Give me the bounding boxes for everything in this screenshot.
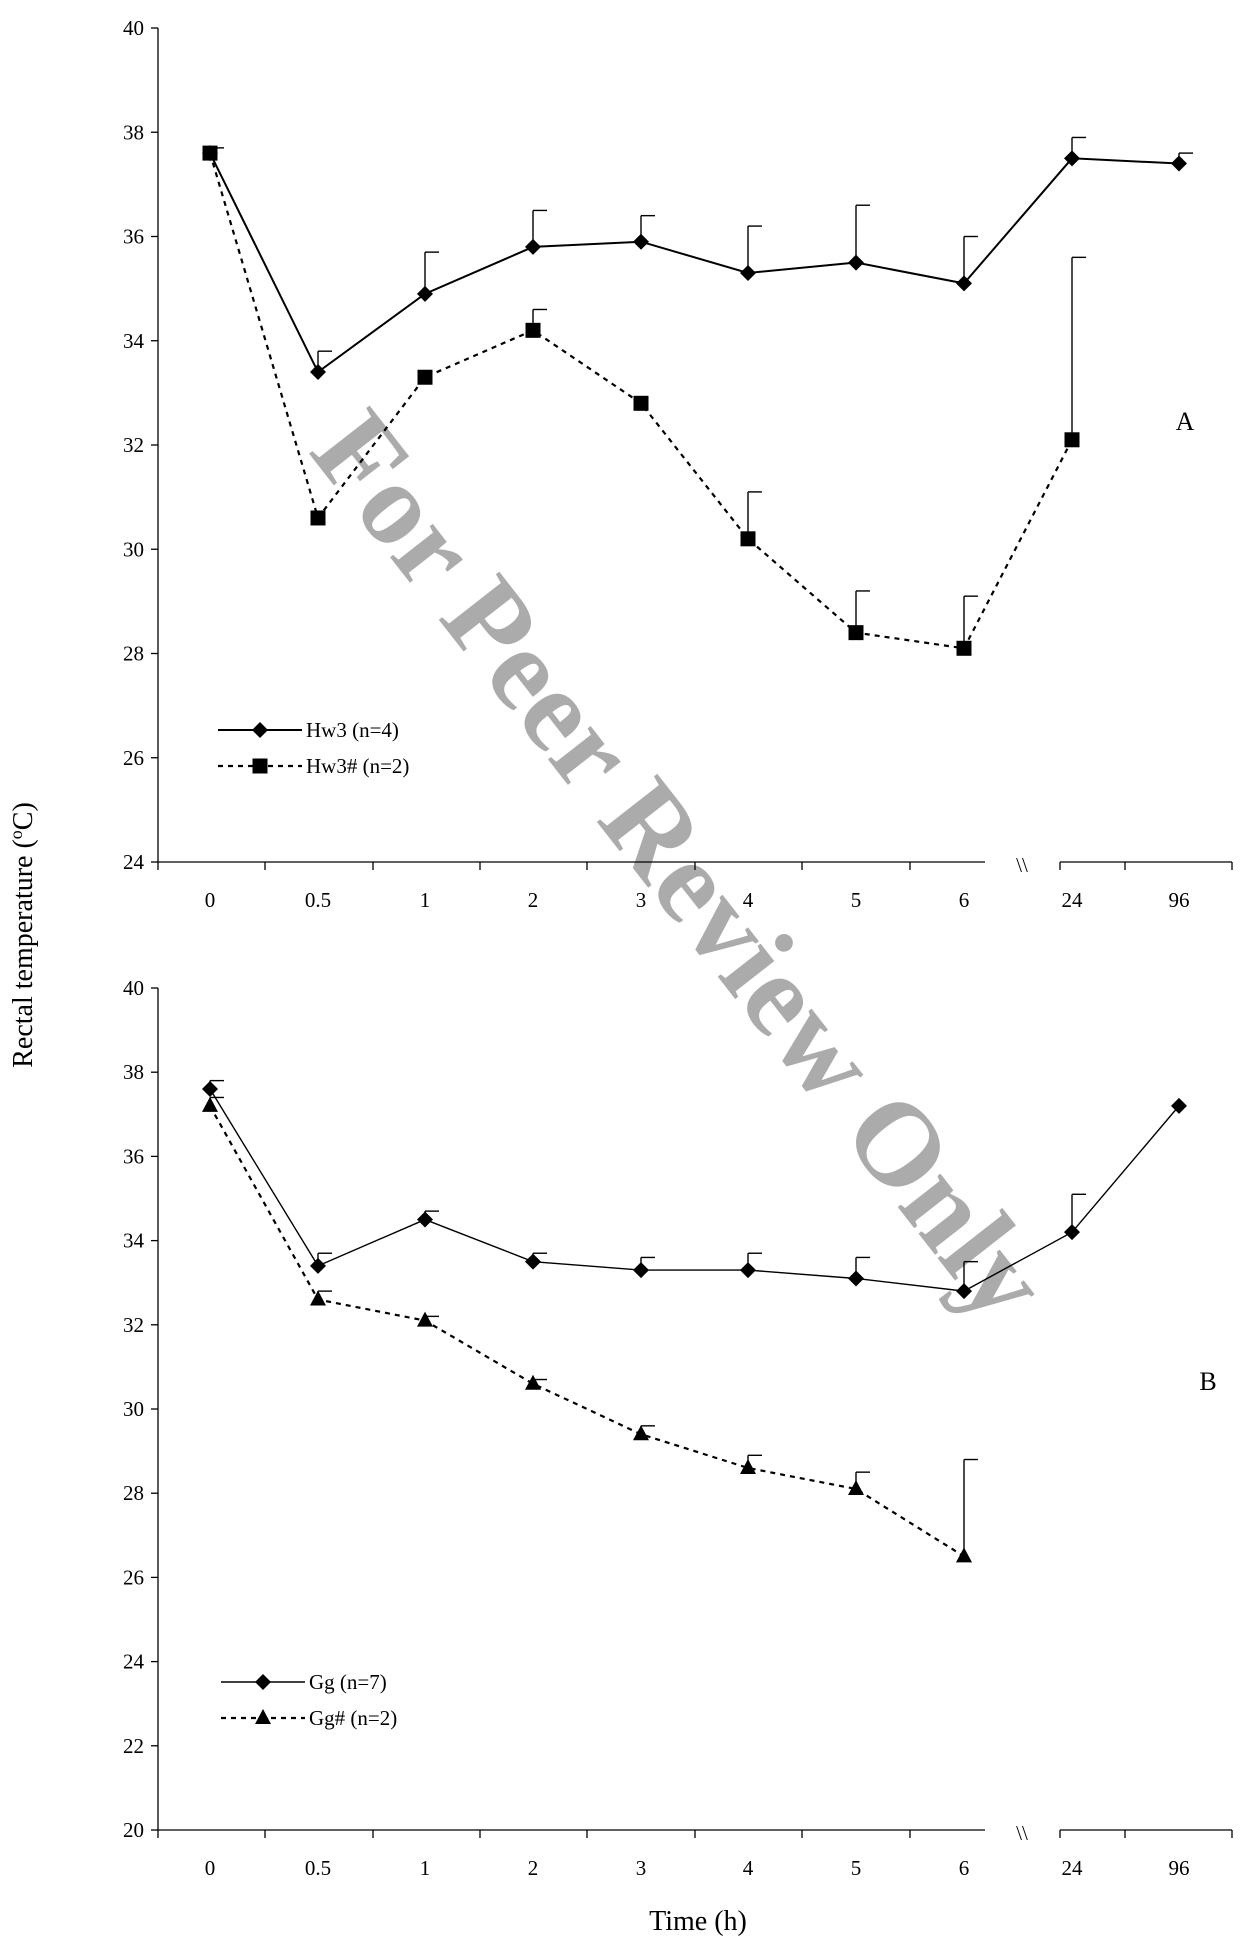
y-tick-label: 40 — [123, 16, 144, 40]
legend-swatch-marker — [252, 758, 268, 774]
x-tick-label: 96 — [1169, 888, 1190, 912]
y-tick-label: 32 — [123, 433, 144, 457]
x-tick-label: 0 — [205, 888, 216, 912]
y-tick-label: 28 — [123, 1481, 144, 1505]
x-tick-label: 1 — [420, 1856, 431, 1880]
y-tick-label: 34 — [123, 1229, 145, 1253]
data-point — [1171, 155, 1187, 172]
legend-label: Hw3# (n=2) — [306, 754, 409, 778]
legend-swatch-marker — [252, 722, 268, 738]
data-point — [633, 395, 649, 411]
x-tick-label: 0.5 — [305, 1856, 331, 1880]
data-point — [202, 1096, 218, 1112]
data-point — [1064, 432, 1080, 448]
data-point — [310, 1290, 326, 1306]
y-tick-label: 30 — [123, 537, 144, 561]
y-tick-label: 38 — [123, 1060, 144, 1084]
y-tick-label: 32 — [123, 1313, 144, 1337]
series-line — [208, 152, 1073, 650]
legend-swatch-marker — [255, 1674, 271, 1690]
data-point — [525, 1253, 541, 1270]
x-tick-label: 3 — [636, 888, 647, 912]
y-tick-label: 22 — [123, 1734, 144, 1758]
data-point — [956, 640, 972, 656]
axis-break-mark: \\ — [1016, 853, 1028, 877]
data-point — [202, 1081, 218, 1098]
data-point — [525, 1374, 541, 1390]
data-point — [848, 254, 864, 271]
legend-label: Gg (n=7) — [309, 1670, 387, 1694]
data-point — [202, 145, 218, 161]
y-tick-label: 20 — [123, 1818, 144, 1842]
data-point — [310, 510, 326, 526]
data-point — [417, 369, 433, 385]
x-tick-label: 2 — [528, 888, 539, 912]
x-tick-label: 6 — [959, 888, 970, 912]
x-tick-label: 6 — [959, 1856, 970, 1880]
y-tick-label: 40 — [123, 976, 144, 1000]
axis-break-mark: \\ — [1016, 1821, 1028, 1845]
y-tick-label: 30 — [123, 1397, 144, 1421]
series-line — [209, 1088, 1180, 1292]
y-axis-title: Rectal temperature (oC) — [6, 802, 39, 1068]
data-point — [956, 275, 972, 292]
data-point — [956, 1547, 972, 1563]
data-point — [740, 531, 756, 547]
data-point — [417, 1311, 433, 1327]
data-point — [740, 1458, 756, 1474]
y-tick-label: 36 — [123, 225, 144, 249]
data-point — [1064, 1224, 1080, 1241]
y-tick-label: 36 — [123, 1144, 144, 1168]
y-tick-label: 24 — [123, 1650, 145, 1674]
legend-label: Gg# (n=2) — [309, 1706, 397, 1730]
y-tick-label: 38 — [123, 120, 144, 144]
legend-swatch-marker — [255, 1709, 271, 1724]
data-point — [848, 1479, 864, 1495]
x-tick-label: 5 — [851, 888, 862, 912]
legend-label: Hw3 (n=4) — [306, 718, 399, 742]
x-tick-label: 1 — [420, 888, 431, 912]
data-point — [633, 1425, 649, 1441]
y-tick-label: 34 — [123, 329, 145, 353]
x-tick-label: 24 — [1062, 1856, 1084, 1880]
x-tick-label: 4 — [743, 888, 754, 912]
series-line — [209, 152, 1180, 374]
x-tick-label: 96 — [1169, 1856, 1190, 1880]
data-point — [525, 322, 541, 338]
data-point — [740, 264, 756, 281]
data-point — [1064, 150, 1080, 167]
data-point — [417, 285, 433, 302]
data-point — [633, 1262, 649, 1279]
data-point — [956, 1283, 972, 1300]
panel-label: A — [1176, 407, 1195, 436]
x-axis-title: Time (h) — [649, 1906, 747, 1937]
data-point — [633, 233, 649, 250]
y-tick-label: 24 — [123, 850, 145, 874]
data-point — [740, 1262, 756, 1279]
x-tick-label: 3 — [636, 1856, 647, 1880]
y-tick-label: 26 — [123, 1565, 144, 1589]
x-tick-label: 2 — [528, 1856, 539, 1880]
panel-label: B — [1199, 1367, 1216, 1396]
data-point — [417, 1211, 433, 1228]
data-point — [1171, 1097, 1187, 1114]
x-tick-label: 24 — [1062, 888, 1084, 912]
y-tick-label: 28 — [123, 642, 144, 666]
x-tick-label: 5 — [851, 1856, 862, 1880]
data-point — [310, 364, 326, 381]
data-point — [848, 625, 864, 641]
data-point — [310, 1257, 326, 1274]
watermark-text: For Peer Review Only — [287, 387, 1075, 1345]
data-point — [848, 1270, 864, 1287]
x-tick-label: 0 — [205, 1856, 216, 1880]
data-point — [525, 238, 541, 255]
x-tick-label: 0.5 — [305, 888, 331, 912]
y-tick-label: 26 — [123, 746, 144, 770]
x-tick-label: 4 — [743, 1856, 754, 1880]
